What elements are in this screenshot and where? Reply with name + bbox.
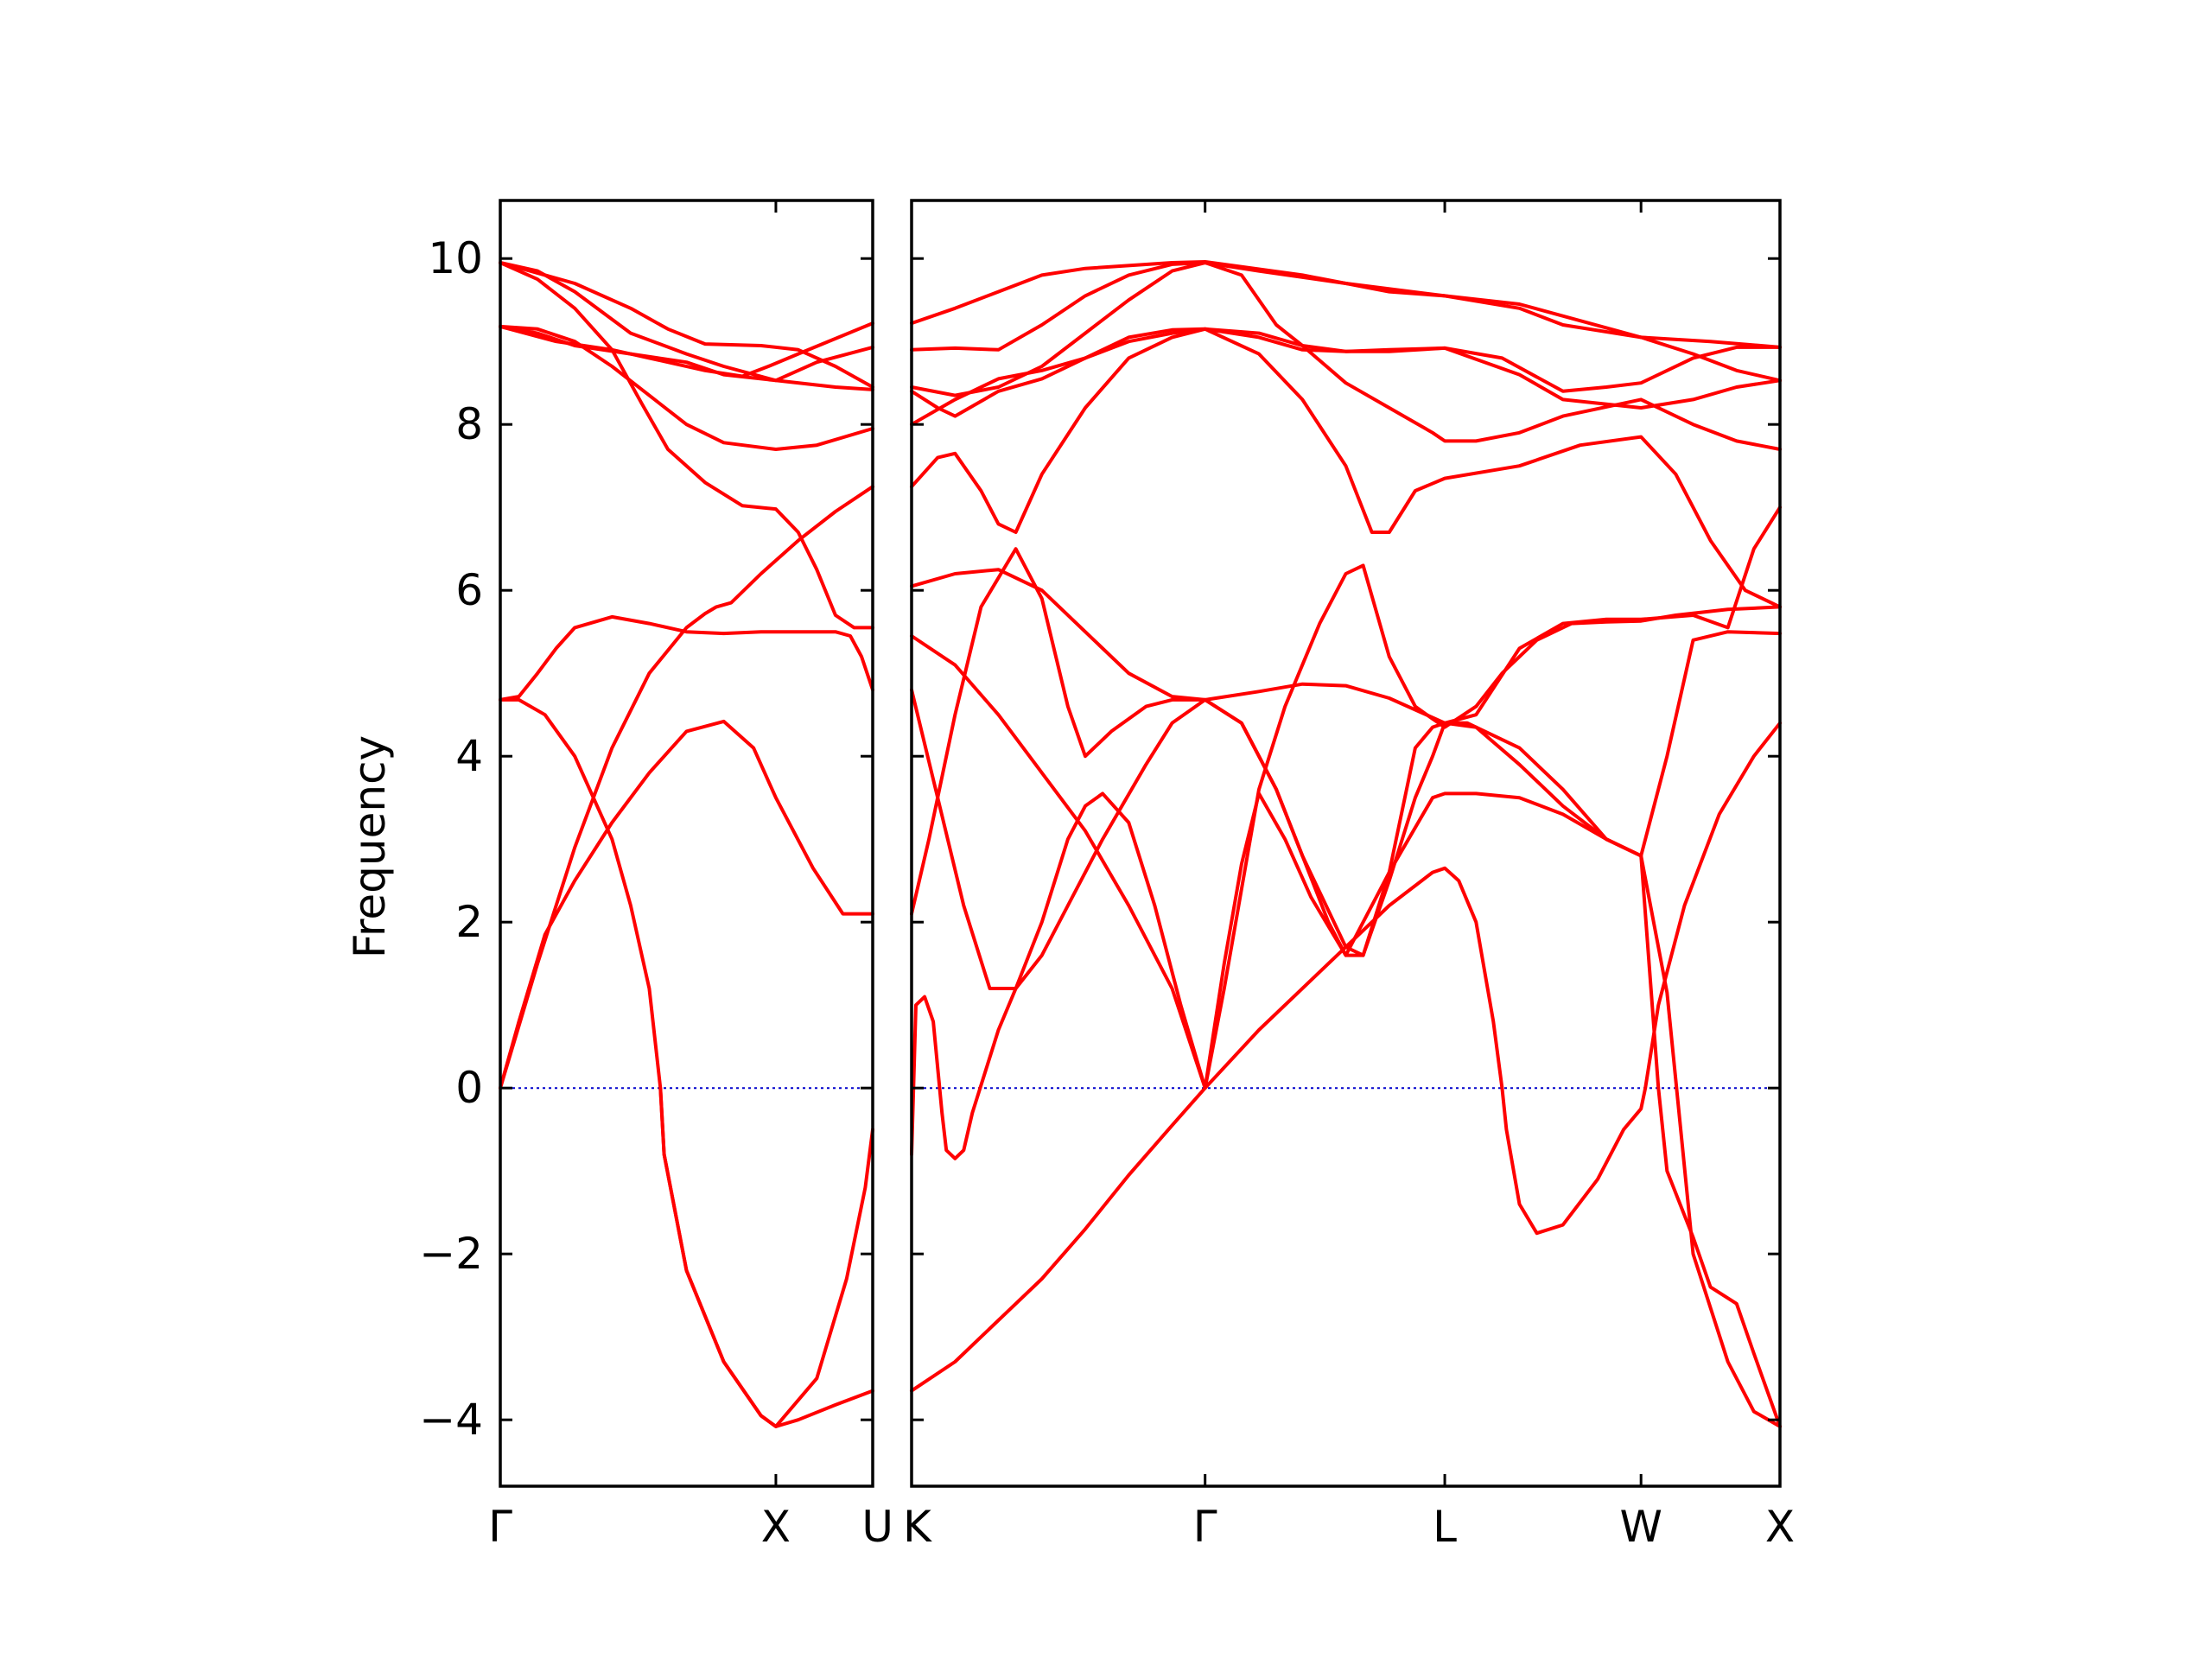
high-symmetry-point-label: X bbox=[1765, 1502, 1795, 1552]
band-line-5 bbox=[658, 1086, 874, 1428]
band-line-6 bbox=[499, 261, 874, 630]
high-symmetry-point-label: K bbox=[903, 1502, 932, 1552]
high-symmetry-point-label: Γ bbox=[488, 1502, 512, 1552]
band-line-11 bbox=[910, 261, 1782, 383]
y-tick-label: 4 bbox=[455, 731, 483, 781]
band-line-5 bbox=[910, 630, 1782, 1090]
y-tick-label: 8 bbox=[455, 399, 483, 449]
y-tick-label: 10 bbox=[428, 233, 483, 283]
band-line-8 bbox=[499, 261, 874, 391]
y-axis-label: Frequency bbox=[345, 735, 395, 958]
panel-frame bbox=[499, 199, 874, 1488]
panel-frame bbox=[910, 199, 1782, 1488]
band-line-6 bbox=[910, 505, 1782, 957]
band-line-3 bbox=[910, 547, 1782, 1428]
band-line-2 bbox=[499, 485, 874, 1090]
band-line-8 bbox=[910, 327, 1782, 451]
high-symmetry-point-label: X bbox=[761, 1502, 791, 1552]
y-tick-label: −2 bbox=[419, 1229, 483, 1279]
panel-1: −4 −2 0 2 4 6 8 10 Γ X U bbox=[419, 199, 893, 1552]
y-tick-label: 6 bbox=[455, 565, 483, 615]
band-line-1 bbox=[910, 721, 1782, 1393]
high-symmetry-point-label: Γ bbox=[1193, 1502, 1217, 1552]
high-symmetry-point-label: L bbox=[1433, 1502, 1457, 1552]
y-tick-label: 0 bbox=[455, 1063, 483, 1113]
y-tick-label: 2 bbox=[455, 897, 483, 947]
band-line-4 bbox=[499, 697, 874, 1428]
band-line-4 bbox=[910, 563, 1782, 1090]
plot-panels: −4 −2 0 2 4 6 8 10 Γ X U K Γ L W X bbox=[419, 199, 1795, 1552]
band-line-1 bbox=[499, 719, 874, 1090]
band-line-9 bbox=[910, 327, 1782, 418]
band-line-10 bbox=[910, 261, 1782, 397]
band-line-12 bbox=[910, 260, 1782, 349]
band-line-7 bbox=[910, 327, 1782, 609]
y-tick-label: −4 bbox=[419, 1395, 483, 1445]
band-line-10 bbox=[499, 324, 874, 383]
band-line-11 bbox=[499, 321, 874, 378]
high-symmetry-point-label: W bbox=[1619, 1502, 1662, 1552]
band-line-9 bbox=[499, 324, 874, 451]
band-line-3 bbox=[499, 614, 874, 702]
high-symmetry-point-label: U bbox=[861, 1502, 893, 1552]
